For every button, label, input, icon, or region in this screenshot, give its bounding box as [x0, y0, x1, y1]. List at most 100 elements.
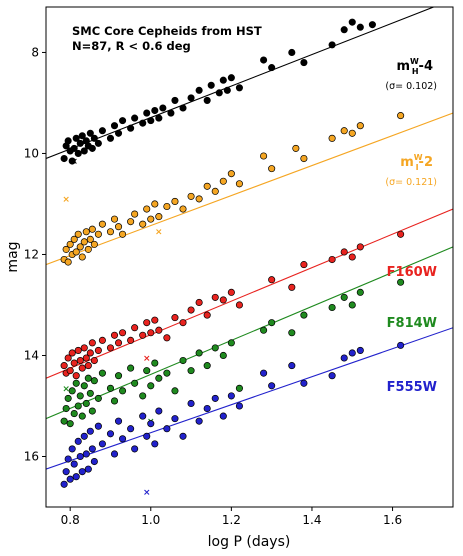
- series-4-point: [300, 379, 308, 387]
- series-1-point: [163, 202, 171, 211]
- series-3-point: [288, 329, 296, 337]
- x-tick-label: 1.0: [141, 513, 160, 527]
- series-4-point: [143, 432, 151, 440]
- series-4-point: [76, 452, 84, 461]
- series-1-point: [171, 197, 179, 205]
- series-4-point: [328, 372, 336, 380]
- series-1-point: [110, 215, 119, 223]
- series-2-point: [98, 336, 106, 344]
- series-3-point: [74, 402, 82, 410]
- series-0-point: [64, 137, 72, 145]
- series-2-point: [397, 230, 405, 238]
- series-3-point: [260, 326, 268, 334]
- series-1-point: [94, 230, 102, 238]
- series-2-point: [88, 339, 96, 347]
- x-tick-label: 1.6: [383, 513, 402, 527]
- series-4-fit-line: [46, 327, 453, 470]
- series-4-point: [155, 407, 163, 415]
- series-0-group: ×: [46, 7, 436, 167]
- series-3-point: [139, 392, 147, 400]
- series-4-point: [68, 445, 76, 453]
- series-4-point: [131, 445, 139, 453]
- series-0-point: [348, 18, 356, 26]
- series-0-point: [98, 127, 106, 135]
- series-1-point: [179, 205, 187, 213]
- series-1-point: [114, 223, 123, 231]
- series-1-outlier-marker: ×: [62, 195, 70, 205]
- series-3-point: [179, 356, 187, 365]
- plot-frame: [45, 6, 454, 508]
- series-4-point: [147, 420, 155, 428]
- series-0-point: [223, 86, 231, 94]
- series-0-point: [90, 134, 98, 142]
- series-0-point: [227, 74, 235, 82]
- series-1-point: [260, 152, 268, 160]
- y-axis-ticks: 8 10 12 14 16: [24, 45, 46, 463]
- series-2-point: [143, 319, 151, 327]
- series-3-point: [110, 397, 119, 405]
- series-4-point: [356, 346, 364, 354]
- series-1-point: [292, 144, 300, 152]
- series-4-point: [171, 415, 179, 423]
- series-2-point: [72, 372, 80, 380]
- series-1-point: [82, 228, 90, 236]
- series-1-point: [98, 220, 106, 228]
- series-0-point: [72, 134, 80, 142]
- series-2-point: [187, 306, 195, 314]
- series-3-point: [127, 364, 135, 372]
- series-2-point: [94, 346, 102, 354]
- series-3-point: [187, 367, 195, 375]
- series-2-point: [340, 248, 348, 256]
- series-3-point: [340, 293, 348, 301]
- series-2-point: [328, 255, 336, 264]
- series-3-point: [147, 382, 155, 390]
- series-4-point: [211, 394, 219, 402]
- series-4-point: [348, 349, 356, 357]
- series-4-point: [187, 399, 195, 408]
- series-4-point: [235, 402, 243, 410]
- series-0-point: [151, 106, 159, 115]
- series-4-point: [260, 369, 268, 377]
- series-1-point: [340, 127, 348, 135]
- series-4-point: [90, 457, 98, 466]
- series-2-fit-line: [46, 208, 453, 379]
- y-axis-label: mag: [5, 241, 21, 272]
- series-1-point: [227, 170, 235, 178]
- series-4-point: [110, 450, 119, 458]
- series-4-point: [70, 460, 78, 468]
- series-1-point: [203, 182, 211, 190]
- series-3-point: [268, 319, 276, 327]
- series-1-point: [64, 258, 72, 266]
- series-0-point: [78, 132, 86, 140]
- series-1-outlier-marker: ×: [155, 228, 163, 238]
- series-3-outlier-marker: ×: [62, 384, 70, 394]
- series-4-point: [62, 468, 70, 476]
- series-1-point: [74, 230, 82, 238]
- series-0-point: [114, 129, 123, 137]
- series-4-group: ×: [46, 327, 453, 498]
- series-1-sigma-label: (σ= 0.121): [385, 177, 437, 188]
- series-4-point: [397, 341, 405, 349]
- series-3-point: [94, 394, 102, 402]
- series-4-point: [127, 425, 135, 433]
- series-4-point: [219, 412, 227, 420]
- series-4-point: [203, 404, 211, 413]
- series-0-point: [94, 139, 102, 147]
- series-2-point: [227, 288, 235, 296]
- series-4-point: [64, 455, 72, 463]
- series-1-point: [187, 192, 195, 200]
- series-2-point: [151, 316, 159, 324]
- series-4-point: [74, 437, 82, 445]
- series-4-point: [72, 473, 80, 481]
- series-0-outlier-marker: ×: [70, 157, 78, 167]
- series-0-point: [356, 23, 364, 31]
- series-3-point: [397, 278, 405, 286]
- series-2-point: [119, 329, 127, 337]
- series-2-point: [219, 296, 227, 304]
- series-4-point: [84, 465, 92, 473]
- series-4-point: [86, 427, 94, 435]
- series-2-point: [127, 336, 135, 344]
- series-3-point: [86, 389, 94, 397]
- series-3-point: [143, 367, 151, 375]
